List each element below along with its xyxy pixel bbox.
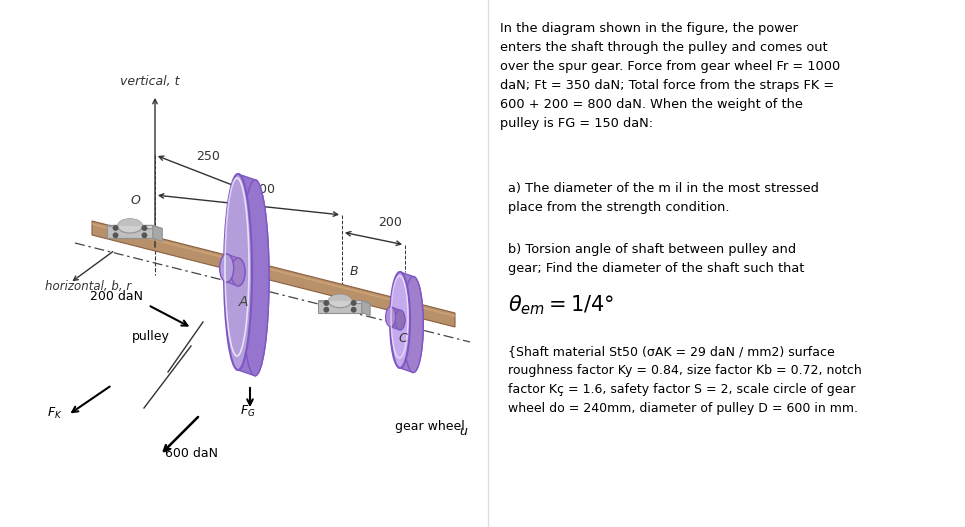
Ellipse shape	[118, 219, 143, 233]
Text: 600 daN: 600 daN	[165, 447, 218, 460]
Circle shape	[113, 226, 118, 230]
Text: 200 daN: 200 daN	[90, 290, 143, 303]
Text: C: C	[399, 331, 407, 345]
Ellipse shape	[328, 295, 351, 308]
Text: pulley: pulley	[132, 330, 170, 343]
Polygon shape	[362, 300, 371, 316]
Circle shape	[351, 301, 356, 305]
Text: {Shaft material St50 (σAK = 29 daN / mm2) surface
roughness factor Ky = 0.84, si: {Shaft material St50 (σAK = 29 daN / mm2…	[508, 345, 862, 415]
Circle shape	[324, 301, 328, 305]
Circle shape	[113, 233, 118, 238]
Polygon shape	[92, 221, 455, 327]
Polygon shape	[328, 295, 351, 301]
Text: B: B	[349, 265, 358, 278]
Text: $\theta_{em} = 1/4°$: $\theta_{em} = 1/4°$	[508, 293, 615, 317]
Circle shape	[324, 308, 328, 312]
Text: u: u	[459, 425, 467, 438]
Polygon shape	[107, 226, 152, 238]
Polygon shape	[107, 226, 162, 229]
Text: 250: 250	[197, 150, 220, 162]
Polygon shape	[318, 300, 362, 313]
Text: O: O	[130, 193, 140, 207]
Text: gear wheel: gear wheel	[395, 420, 465, 433]
Ellipse shape	[224, 174, 252, 370]
Circle shape	[142, 226, 147, 230]
Ellipse shape	[390, 272, 410, 368]
Text: a) The diameter of the m il in the most stressed
place from the strength conditi: a) The diameter of the m il in the most …	[508, 182, 819, 214]
Polygon shape	[391, 307, 405, 330]
Text: 200: 200	[378, 217, 402, 229]
Text: $F_K$: $F_K$	[47, 406, 63, 421]
Text: b) Torsion angle of shaft between pulley and
gear; Find the diameter of the shaf: b) Torsion angle of shaft between pulley…	[508, 243, 805, 275]
Ellipse shape	[231, 258, 245, 286]
Ellipse shape	[241, 180, 269, 376]
Polygon shape	[238, 174, 269, 376]
Text: 500: 500	[251, 183, 274, 196]
Polygon shape	[227, 254, 245, 286]
Ellipse shape	[386, 307, 396, 327]
Text: In the diagram shown in the figure, the power
enters the shaft through the pulle: In the diagram shown in the figure, the …	[500, 22, 841, 130]
Text: horizontal, b, r: horizontal, b, r	[45, 280, 131, 293]
Text: $F_G$: $F_G$	[240, 404, 256, 419]
Ellipse shape	[220, 254, 234, 282]
Circle shape	[351, 308, 356, 312]
Circle shape	[142, 233, 147, 238]
Polygon shape	[318, 300, 371, 304]
Ellipse shape	[403, 277, 424, 373]
Text: vertical, t: vertical, t	[121, 75, 179, 88]
Polygon shape	[92, 223, 455, 317]
Text: A: A	[238, 295, 248, 309]
Polygon shape	[118, 219, 143, 226]
Polygon shape	[152, 226, 162, 241]
Ellipse shape	[395, 310, 405, 330]
Polygon shape	[400, 272, 424, 373]
